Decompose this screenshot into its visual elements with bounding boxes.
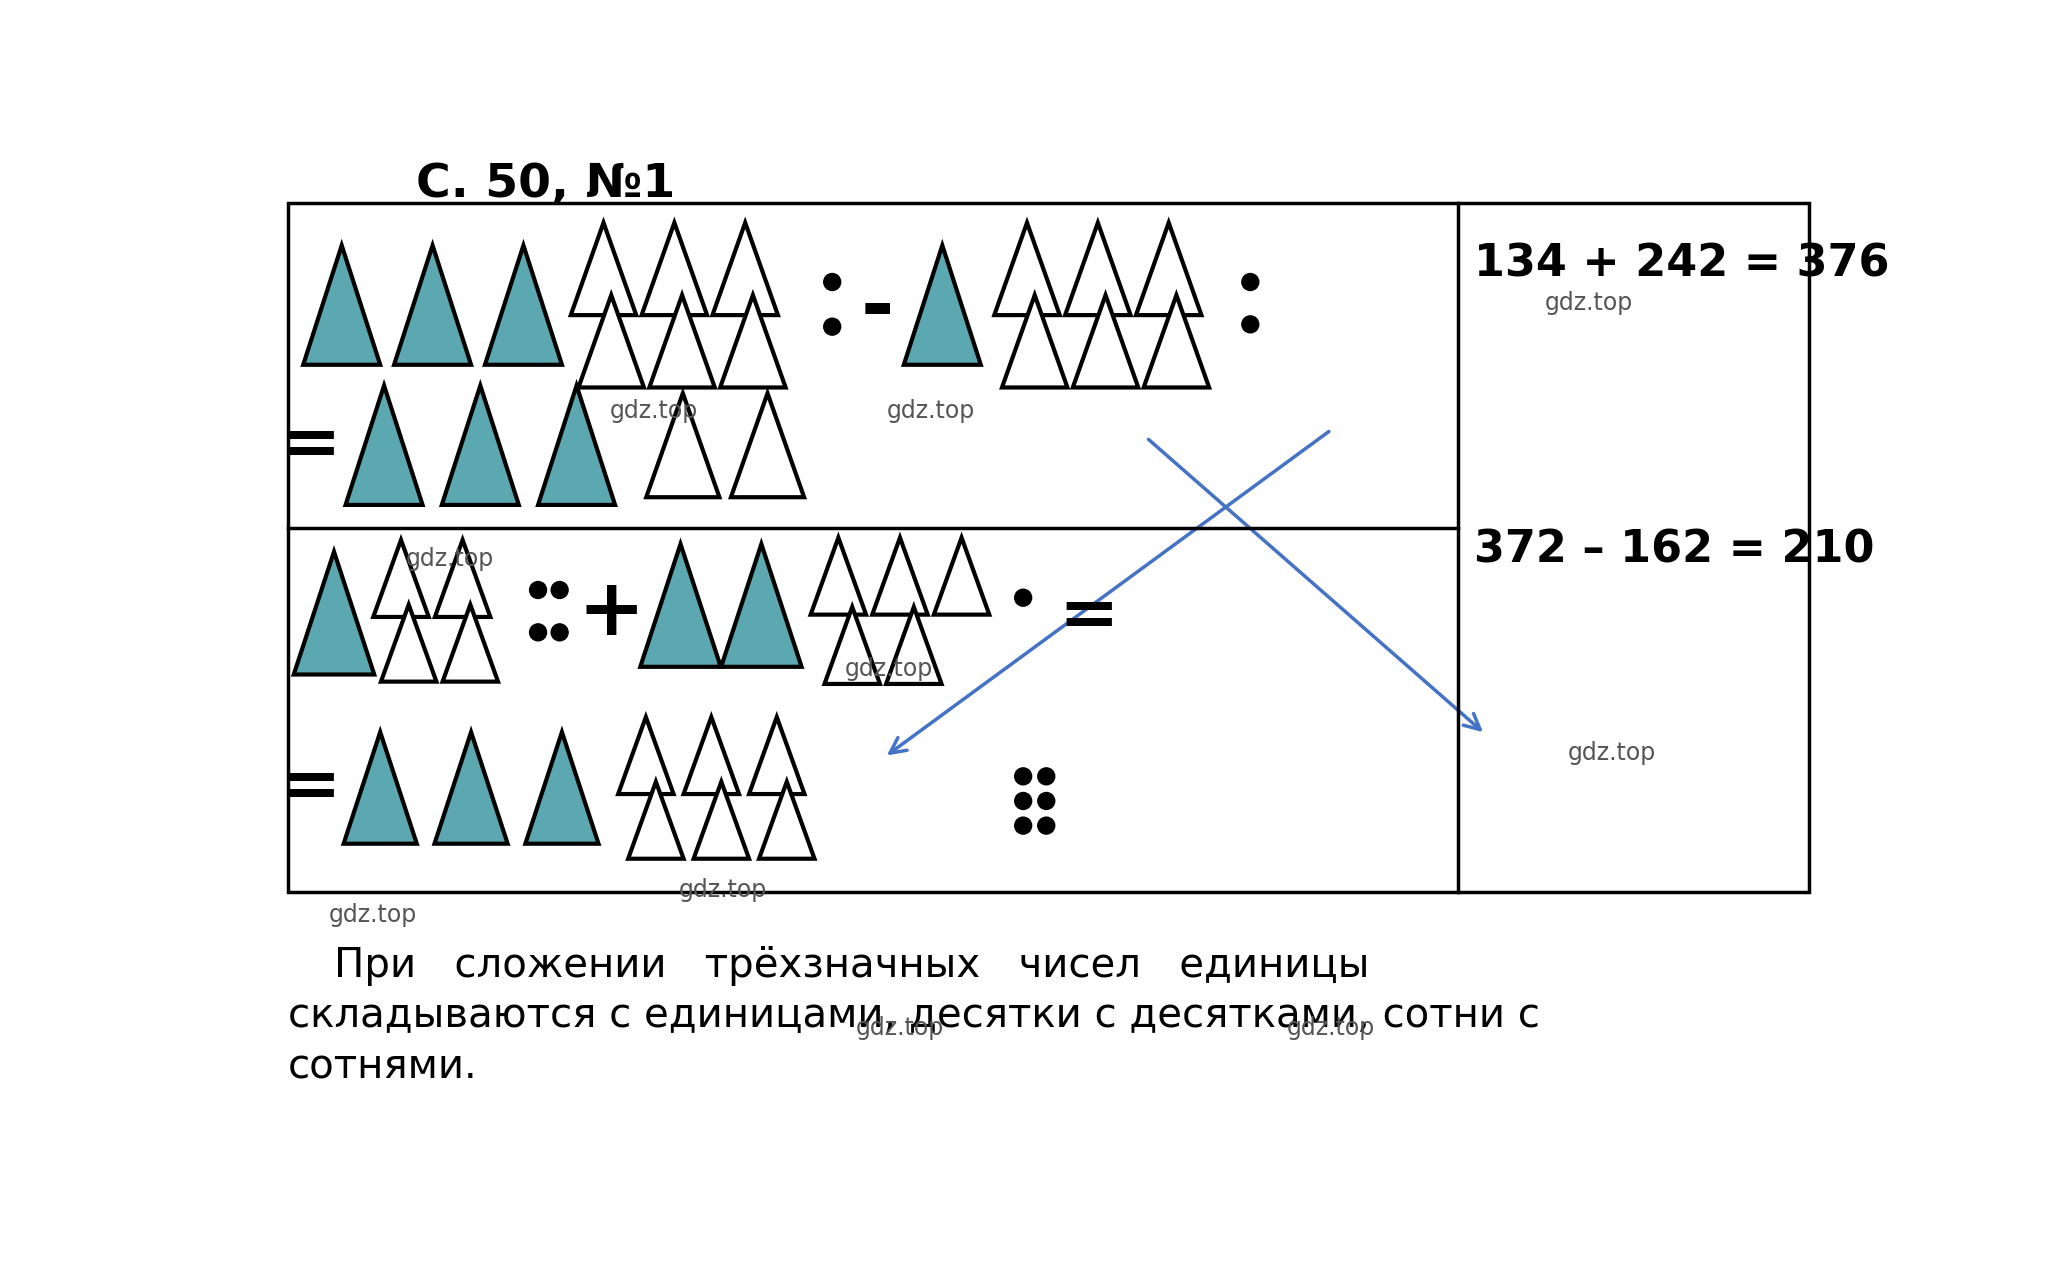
Text: С. 50, №1: С. 50, №1 xyxy=(415,163,675,207)
Text: gdz.top: gdz.top xyxy=(679,878,767,902)
Polygon shape xyxy=(618,717,673,794)
Polygon shape xyxy=(434,733,507,843)
Polygon shape xyxy=(538,385,616,505)
Circle shape xyxy=(1242,315,1258,333)
Text: gdz.top: gdz.top xyxy=(886,398,974,422)
Text: gdz.top: gdz.top xyxy=(405,547,493,571)
Polygon shape xyxy=(642,223,708,315)
FancyArrowPatch shape xyxy=(890,431,1330,753)
Circle shape xyxy=(1037,792,1056,809)
Polygon shape xyxy=(395,245,471,365)
Polygon shape xyxy=(436,539,491,617)
Circle shape xyxy=(530,581,546,598)
Polygon shape xyxy=(720,295,786,388)
Polygon shape xyxy=(344,733,417,843)
Polygon shape xyxy=(759,782,814,859)
Polygon shape xyxy=(1003,295,1068,388)
Circle shape xyxy=(1015,792,1031,809)
Bar xyxy=(288,202,1809,892)
Circle shape xyxy=(1037,817,1056,834)
Text: +: + xyxy=(577,574,644,653)
Polygon shape xyxy=(720,544,802,667)
Polygon shape xyxy=(872,538,927,614)
Circle shape xyxy=(1015,768,1031,785)
Text: =: = xyxy=(1058,583,1119,651)
FancyArrowPatch shape xyxy=(1148,439,1479,730)
Text: gdz.top: gdz.top xyxy=(845,656,933,681)
Polygon shape xyxy=(810,538,865,614)
Polygon shape xyxy=(1144,295,1209,388)
Polygon shape xyxy=(381,604,436,682)
Polygon shape xyxy=(295,552,374,674)
Polygon shape xyxy=(442,604,497,682)
Polygon shape xyxy=(526,733,599,843)
Text: gdz.top: gdz.top xyxy=(1545,291,1633,314)
Polygon shape xyxy=(303,245,381,365)
Text: 372 – 162 = 210: 372 – 162 = 210 xyxy=(1473,528,1874,571)
Polygon shape xyxy=(730,393,804,497)
Polygon shape xyxy=(1072,295,1138,388)
Polygon shape xyxy=(628,782,683,859)
Text: -: - xyxy=(859,270,894,349)
Circle shape xyxy=(1015,817,1031,834)
Polygon shape xyxy=(485,245,563,365)
Polygon shape xyxy=(442,385,520,505)
Polygon shape xyxy=(1066,223,1131,315)
Polygon shape xyxy=(579,295,644,388)
Polygon shape xyxy=(994,223,1060,315)
Text: При   сложении   трёхзначных   чисел   единицы: При сложении трёхзначных чисел единицы xyxy=(333,946,1369,986)
Text: gdz.top: gdz.top xyxy=(855,1016,943,1040)
Polygon shape xyxy=(825,607,880,684)
Polygon shape xyxy=(346,385,424,505)
Text: =: = xyxy=(280,753,342,823)
Polygon shape xyxy=(694,782,749,859)
Polygon shape xyxy=(683,717,739,794)
Circle shape xyxy=(1015,589,1031,607)
Polygon shape xyxy=(712,223,777,315)
Polygon shape xyxy=(904,245,980,365)
Circle shape xyxy=(1242,273,1258,290)
Text: 134 + 242 = 376: 134 + 242 = 376 xyxy=(1473,243,1888,286)
Polygon shape xyxy=(1136,223,1201,315)
Text: gdz.top: gdz.top xyxy=(610,398,698,422)
Circle shape xyxy=(550,623,569,641)
Text: =: = xyxy=(280,411,342,480)
Circle shape xyxy=(825,273,841,290)
Polygon shape xyxy=(886,607,941,684)
Text: gdz.top: gdz.top xyxy=(1287,1016,1375,1040)
Text: сотнями.: сотнями. xyxy=(288,1047,477,1088)
Text: складываются с единицами, десятки с десятками, сотни с: складываются с единицами, десятки с деся… xyxy=(288,996,1541,1035)
Text: gdz.top: gdz.top xyxy=(1567,742,1657,766)
Polygon shape xyxy=(372,539,430,617)
Polygon shape xyxy=(647,393,720,497)
Circle shape xyxy=(825,318,841,335)
Polygon shape xyxy=(571,223,636,315)
Polygon shape xyxy=(649,295,714,388)
Polygon shape xyxy=(640,544,720,667)
Circle shape xyxy=(1037,768,1056,785)
Circle shape xyxy=(550,581,569,598)
Polygon shape xyxy=(933,538,990,614)
Text: gdz.top: gdz.top xyxy=(329,903,417,927)
Polygon shape xyxy=(749,717,804,794)
Circle shape xyxy=(530,623,546,641)
